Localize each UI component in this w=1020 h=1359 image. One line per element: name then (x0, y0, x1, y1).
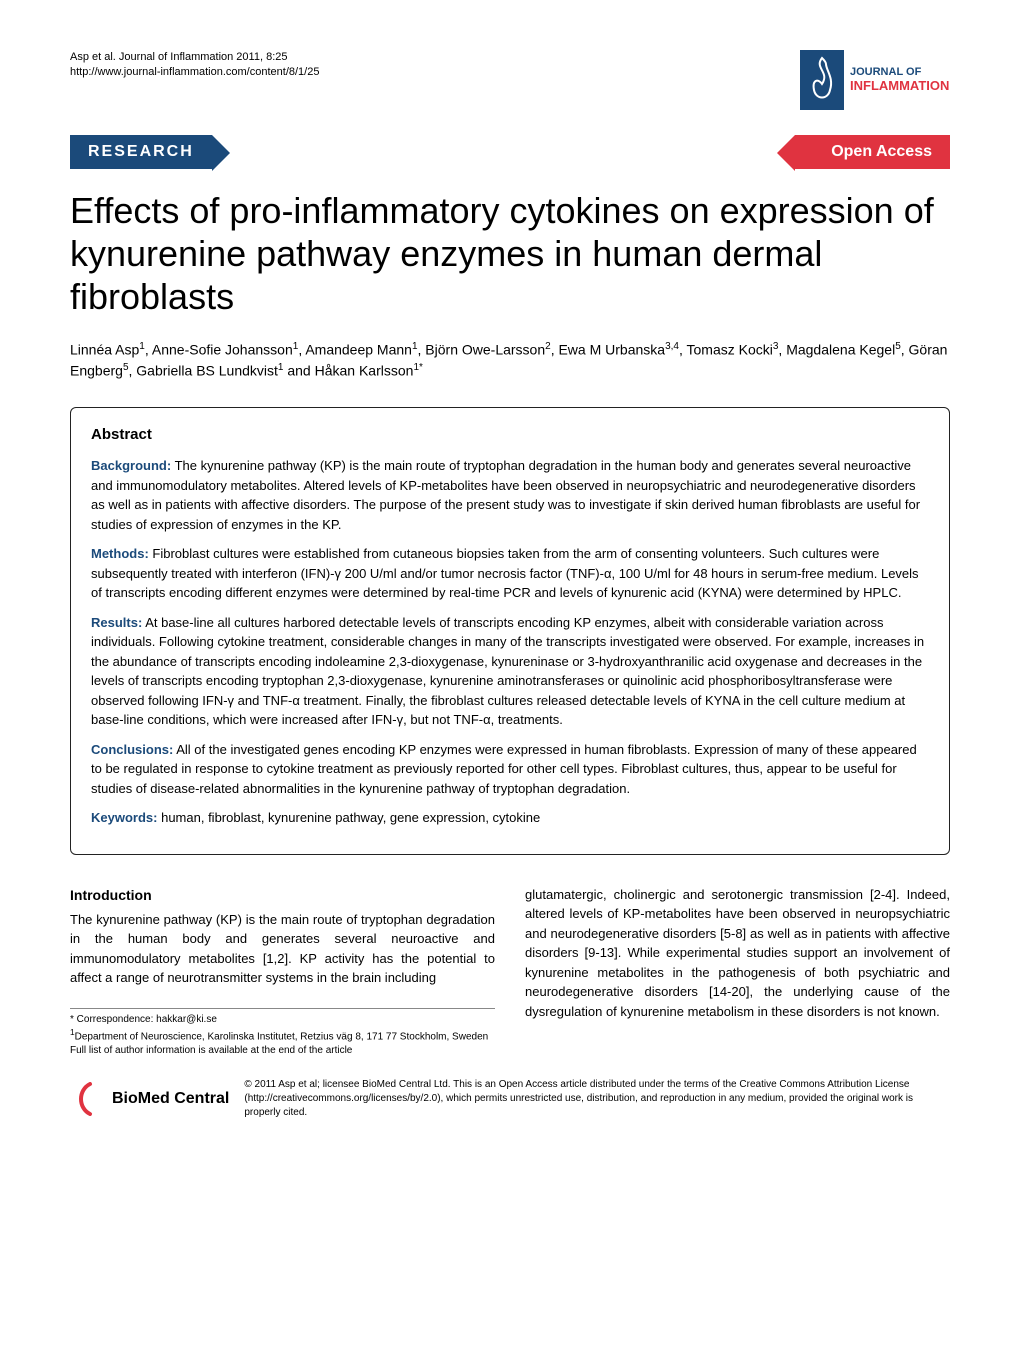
abstract-keywords-label: Keywords: (91, 810, 157, 825)
abstract-background: Background: The kynurenine pathway (KP) … (91, 456, 929, 534)
abstract-methods: Methods: Fibroblast cultures were establ… (91, 544, 929, 603)
running-head: Asp et al. Journal of Inflammation 2011,… (70, 50, 950, 110)
affiliation-line: 1Department of Neuroscience, Karolinska … (70, 1027, 495, 1044)
right-column: glutamatergic, cholinergic and serotoner… (525, 885, 950, 1058)
abstract-methods-text: Fibroblast cultures were established fro… (91, 546, 919, 600)
banner-research-label: RESEARCH (70, 135, 212, 169)
article-type-banner: RESEARCH Open Access (70, 135, 950, 169)
abstract-results-label: Results: (91, 615, 142, 630)
correspondence-line: * Correspondence: hakkar@ki.se (70, 1013, 495, 1027)
license-text: © 2011 Asp et al; licensee BioMed Centra… (244, 1078, 950, 1120)
page: Asp et al. Journal of Inflammation 2011,… (0, 0, 1020, 1150)
journal-name-bottom: INFLAMMATION (850, 78, 949, 93)
full-list-line: Full list of author information is avail… (70, 1044, 495, 1058)
open-paren-icon (70, 1082, 104, 1116)
abstract-results: Results: At base-line all cultures harbo… (91, 613, 929, 730)
body-columns: Introduction The kynurenine pathway (KP)… (70, 885, 950, 1058)
abstract-box: Abstract Background: The kynurenine path… (70, 407, 950, 855)
introduction-para-2: glutamatergic, cholinergic and serotoner… (525, 885, 950, 1022)
running-head-left: Asp et al. Journal of Inflammation 2011,… (70, 50, 319, 81)
abstract-background-text: The kynurenine pathway (KP) is the main … (91, 458, 920, 532)
journal-name-top: JOURNAL OF (850, 66, 922, 78)
abstract-keywords-text: human, fibroblast, kynurenine pathway, g… (161, 810, 540, 825)
abstract-keywords: Keywords: human, fibroblast, kynurenine … (91, 808, 929, 828)
introduction-heading: Introduction (70, 885, 495, 906)
abstract-heading: Abstract (91, 424, 929, 447)
left-column: Introduction The kynurenine pathway (KP)… (70, 885, 495, 1058)
biomed-central-text: BioMed Central (112, 1088, 229, 1110)
footnotes: * Correspondence: hakkar@ki.se 1Departme… (70, 1008, 495, 1058)
url-line: http://www.journal-inflammation.com/cont… (70, 65, 319, 80)
author-list: Linnéa Asp1, Anne-Sofie Johansson1, Aman… (70, 339, 950, 382)
biomed-central-logo: BioMed Central (70, 1082, 229, 1116)
article-title: Effects of pro-inflammatory cytokines on… (70, 189, 950, 319)
banner-triangle (795, 135, 813, 169)
introduction-para-1: The kynurenine pathway (KP) is the main … (70, 910, 495, 988)
page-footer: BioMed Central © 2011 Asp et al; license… (70, 1078, 950, 1120)
abstract-conclusions-label: Conclusions: (91, 742, 173, 757)
citation-line: Asp et al. Journal of Inflammation 2011,… (70, 50, 319, 65)
abstract-background-label: Background: (91, 458, 171, 473)
journal-logo: JOURNAL OF INFLAMMATION (800, 50, 950, 110)
abstract-results-text: At base-line all cultures harbored detec… (91, 615, 924, 728)
abstract-methods-label: Methods: (91, 546, 149, 561)
banner-open-access-label: Open Access (813, 135, 950, 169)
abstract-conclusions: Conclusions: All of the investigated gen… (91, 740, 929, 799)
affiliation-text: Department of Neuroscience, Karolinska I… (75, 1031, 489, 1042)
banner-spacer (212, 135, 795, 169)
flame-logo-icon: JOURNAL OF INFLAMMATION (800, 50, 950, 110)
abstract-conclusions-text: All of the investigated genes encoding K… (91, 742, 917, 796)
